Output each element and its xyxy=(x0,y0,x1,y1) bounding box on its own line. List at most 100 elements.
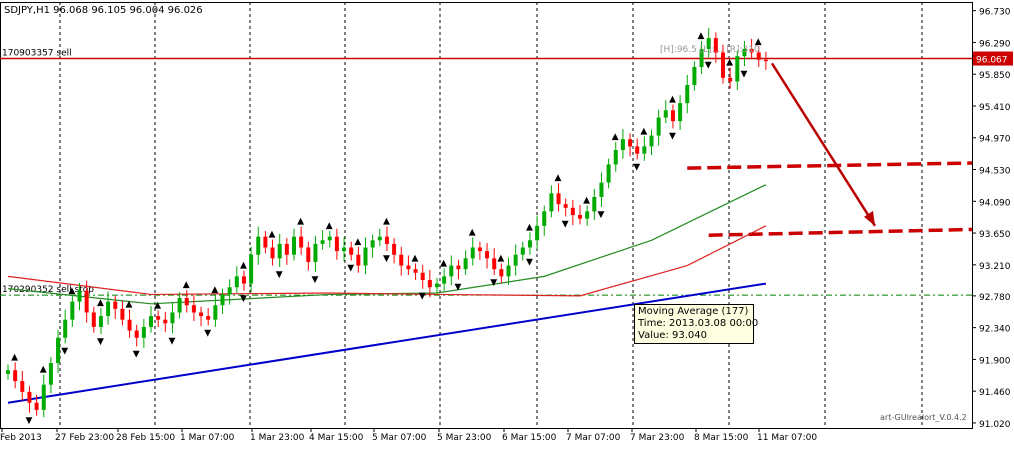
candle-body xyxy=(320,240,325,244)
candle-body xyxy=(399,254,404,266)
candle-body xyxy=(435,283,439,288)
candle-body xyxy=(763,59,768,62)
fractal-down-arrow: ▼ xyxy=(311,275,318,285)
candle-body xyxy=(27,391,32,403)
candle-body xyxy=(563,204,568,208)
y-tick-label: 96.290 xyxy=(979,39,1011,49)
candle-body xyxy=(463,258,468,270)
candle-body xyxy=(384,236,389,244)
candle-body xyxy=(699,48,704,67)
candle-body xyxy=(363,247,368,266)
candle-body xyxy=(556,193,561,205)
candle-body xyxy=(56,337,61,364)
candle-body xyxy=(113,301,118,309)
y-tick-label: 93.650 xyxy=(979,230,1011,240)
candle-body xyxy=(256,236,261,255)
candle-body xyxy=(628,139,633,147)
candle-body xyxy=(706,38,711,49)
fractal-up-arrow: ▲ xyxy=(755,37,762,47)
fractal-down-arrow: ▼ xyxy=(347,263,354,273)
fractal-down-arrow: ▼ xyxy=(669,131,676,141)
candle-body xyxy=(277,243,282,259)
fractal-up-arrow: ▲ xyxy=(583,196,590,206)
fractal-up-arrow: ▲ xyxy=(669,95,676,105)
y-tick-label: 91.460 xyxy=(979,388,1011,398)
fractal-down-arrow: ▼ xyxy=(633,162,640,172)
fractal-down-arrow: ▼ xyxy=(526,258,533,268)
candle-body xyxy=(642,146,647,154)
fractal-up-arrow: ▲ xyxy=(555,173,562,183)
x-tick-label: 27 Feb 23:00 xyxy=(55,433,114,443)
candle-body xyxy=(492,258,497,270)
candle-body xyxy=(485,251,490,259)
fractal-up-arrow: ▲ xyxy=(211,285,218,295)
candle-body xyxy=(406,265,411,270)
candle-body xyxy=(299,236,304,248)
dashed-level xyxy=(708,227,973,237)
candle-body xyxy=(184,298,189,306)
x-tick-label: 7 Mar 23:00 xyxy=(630,433,685,443)
candle-body xyxy=(134,330,139,338)
candle-body xyxy=(670,110,675,122)
candle-body xyxy=(48,363,53,385)
y-tick-label: 93.210 xyxy=(979,262,1011,272)
candle-body xyxy=(191,305,196,313)
candle-body xyxy=(270,247,275,259)
candle-body xyxy=(206,316,211,320)
fractal-down-arrow: ▼ xyxy=(490,278,497,288)
x-tick-label: 4 Mar 15:00 xyxy=(309,433,364,443)
candle-body xyxy=(177,298,182,313)
candle-body xyxy=(685,85,690,104)
candle-body xyxy=(370,240,375,248)
x-tick-label: Feb 2013 xyxy=(0,433,42,443)
candle-body xyxy=(449,265,454,277)
y-tick-label: 96.730 xyxy=(979,8,1011,18)
candle-body xyxy=(98,316,103,327)
candle-body xyxy=(77,290,82,302)
fractal-up-arrow: ▲ xyxy=(97,298,104,308)
candle-body xyxy=(585,211,590,219)
candle-body xyxy=(456,265,461,270)
fractal-up-arrow: ▲ xyxy=(269,230,276,240)
fractal-up-arrow: ▲ xyxy=(469,227,476,237)
candle-body xyxy=(663,110,668,118)
candle-body xyxy=(213,305,218,320)
y-tick-label: 91.020 xyxy=(979,420,1011,430)
candle-body xyxy=(649,135,654,147)
candle-body xyxy=(41,384,46,410)
candle-body xyxy=(106,301,111,317)
fractal-down-arrow: ▼ xyxy=(97,337,104,347)
fractal-down-arrow: ▼ xyxy=(597,210,604,220)
tooltip-time: Time: 2013.03.08 00:00 xyxy=(638,318,759,329)
candle-body xyxy=(749,48,754,53)
candle-body xyxy=(334,236,339,252)
candle-body xyxy=(592,196,597,212)
fractal-down-arrow: ▼ xyxy=(61,347,68,357)
candle-body xyxy=(442,276,447,284)
chart-symbol: SDJPY,H1 96.068 96.105 96.004 96.026 xyxy=(4,5,203,16)
candle-body xyxy=(156,316,161,320)
candle-body xyxy=(349,247,354,255)
candle-body xyxy=(84,290,89,313)
candle-body xyxy=(227,287,232,295)
x-tick-label: 1 Mar 23:00 xyxy=(250,433,305,443)
fractal-down-arrow: ▼ xyxy=(454,282,461,292)
candle-body xyxy=(220,294,225,306)
fractal-up-arrow: ▲ xyxy=(40,365,47,375)
candle-body xyxy=(327,236,332,241)
candle-body xyxy=(635,146,640,154)
fractal-down-arrow: ▼ xyxy=(204,328,211,338)
indicator-line xyxy=(7,225,767,297)
arrow-head xyxy=(864,210,875,226)
y-tick-label: 94.090 xyxy=(979,198,1011,208)
fractal-up-arrow: ▲ xyxy=(11,352,18,362)
fractal-up-arrow: ▲ xyxy=(698,31,705,41)
candle-body xyxy=(499,269,504,277)
candle-body xyxy=(34,402,39,410)
candle-body xyxy=(735,56,740,82)
candle-body xyxy=(513,254,518,266)
moving-average-tooltip: Moving Average (177) Time: 2013.03.08 00… xyxy=(634,304,759,344)
candle-body xyxy=(477,247,482,252)
